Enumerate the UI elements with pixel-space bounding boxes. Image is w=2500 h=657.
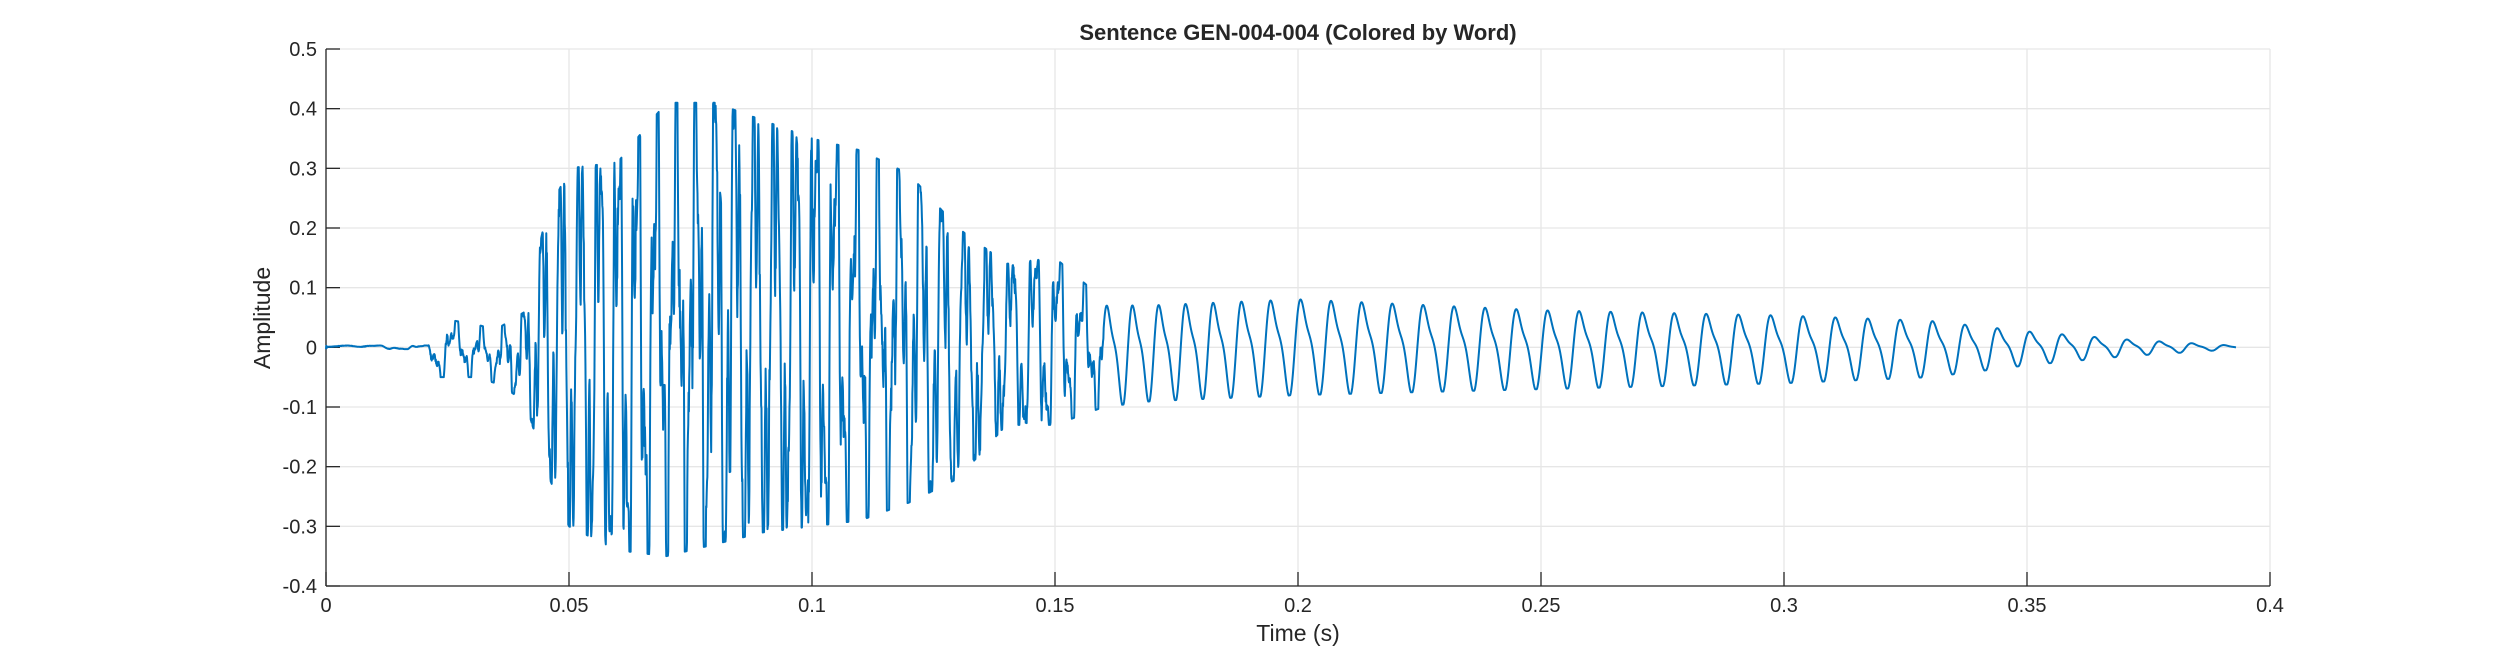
y-tick-label: -0.4 [283,576,317,598]
y-tick-label: -0.3 [283,516,317,538]
y-tick-labels: -0.4 -0.3 -0.2 -0.1 0 0.1 0.2 0.3 0.4 0.5 [283,39,317,598]
y-tick-label: 0.4 [289,99,317,121]
x-tick-labels: 0 0.05 0.1 0.15 0.2 0.25 0.3 0.35 0.4 [320,595,2283,617]
x-tick-label: 0.35 [2008,595,2047,617]
chart-title: Sentence GEN-004-004 (Colored by Word) [1079,20,1516,45]
series-layer [325,101,2237,558]
x-tick-label: 0.1 [798,595,826,617]
x-tick-label: 0.4 [2256,595,2284,617]
axes [325,48,2271,587]
x-tick-label: 0.2 [1284,595,1312,617]
y-tick-label: 0.5 [289,39,317,61]
x-axis-label: Time (s) [1256,620,1339,646]
x-tick-label: 0.25 [1522,595,1561,617]
y-tick-label: 0.1 [289,278,317,300]
x-tick-label: 0.3 [1770,595,1798,617]
x-tick-label: 0 [320,595,331,617]
waveform-line [325,101,2237,558]
y-axis-label: Amplitude [249,267,275,369]
x-tick-label: 0.05 [550,595,589,617]
x-tick-label: 0.15 [1036,595,1075,617]
y-tick-label: 0.3 [289,158,317,180]
y-tick-label: 0 [306,337,317,359]
y-tick-label: -0.1 [283,397,317,419]
y-tick-label: 0.2 [289,218,317,240]
y-tick-label: -0.2 [283,457,317,479]
